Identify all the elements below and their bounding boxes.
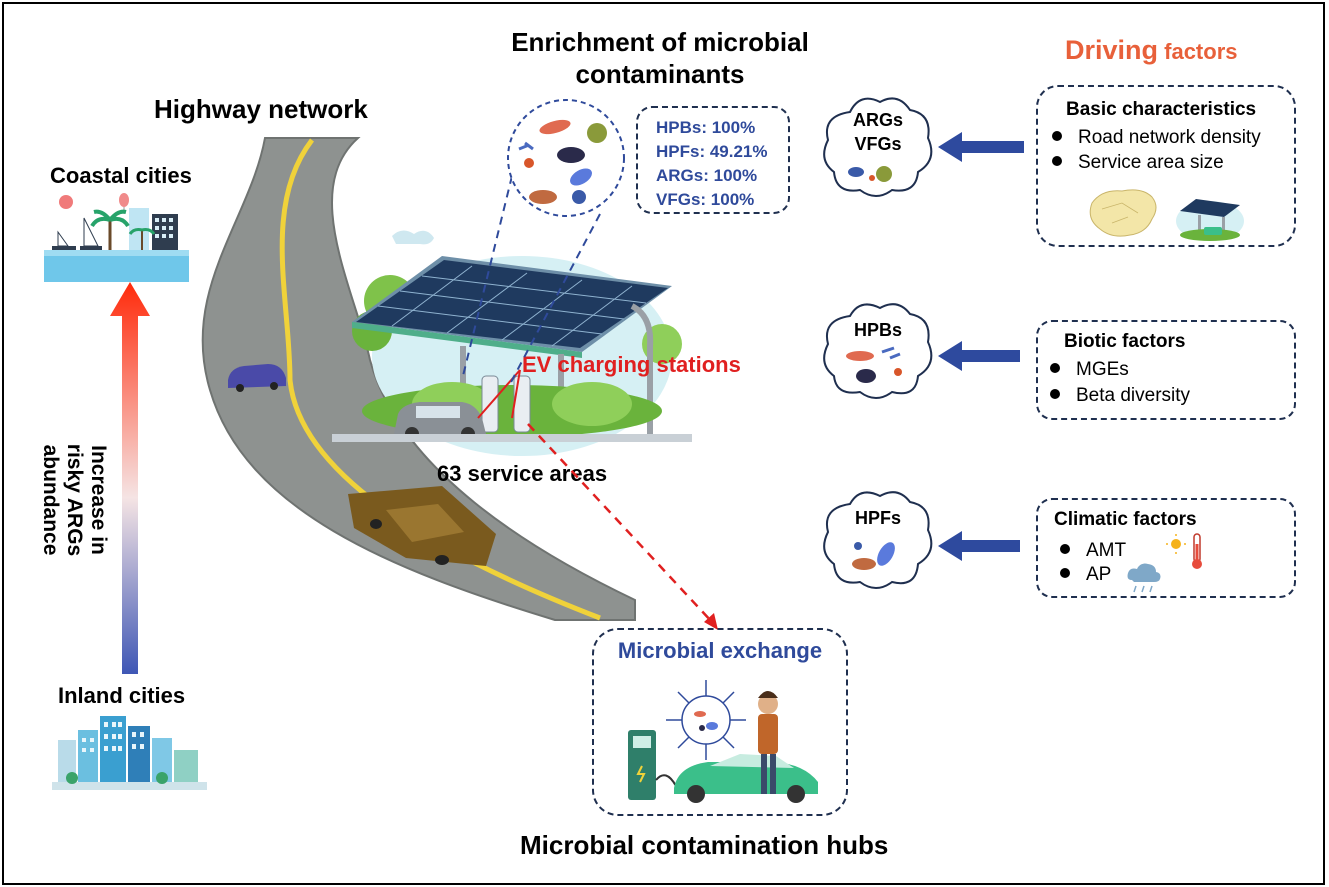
cloud-hpfs-icon	[823, 491, 933, 589]
bullet-icon	[1060, 543, 1070, 554]
enrichment-title: Enrichment of microbial contaminants	[480, 26, 840, 90]
stat-hpfs: HPFs: 49.21%	[656, 142, 768, 161]
coastal-cities-label: Coastal cities	[50, 163, 192, 188]
bullet-icon	[1052, 155, 1062, 166]
contamination-hubs-caption: Microbial contamination hubs	[520, 830, 889, 860]
driving-factors-title-main: Driving	[1065, 35, 1159, 65]
microbial-exchange-title: Microbial exchange	[617, 638, 823, 663]
climatic-item-2-text: AP	[1086, 564, 1112, 585]
enrichment-stats-box: HPBs: 100% HPFs: 49.21% ARGs: 100% VFGs:…	[636, 106, 790, 214]
cloud-args-vfgs-text: ARGs VFGs	[820, 108, 936, 156]
basic-item-2: Service area size	[1052, 152, 1224, 174]
climatic-factors-heading: Climatic factors	[1054, 509, 1197, 530]
biotic-factors-heading: Biotic factors	[1064, 331, 1186, 352]
cloud-vfgs-label: VFGs	[854, 134, 902, 154]
biotic-factors-box: Biotic factors MGEs Beta diversity	[1036, 320, 1296, 420]
stat-args: ARGs: 100%	[656, 166, 758, 185]
sun-thermometer-icon	[1166, 533, 1202, 569]
driving-factors-title-rest: factors	[1158, 39, 1238, 64]
bullet-icon	[1052, 130, 1062, 141]
biotic-item-2-text: Beta diversity	[1076, 385, 1191, 406]
highway-road	[201, 137, 636, 621]
basic-item-1: Road network density	[1052, 127, 1261, 149]
purple-car	[228, 364, 286, 392]
enrichment-title-line-1: Enrichment of microbial	[511, 27, 809, 57]
cloud-args-vfgs-icon	[823, 97, 933, 197]
inland-cities-label: Inland cities	[58, 683, 186, 708]
brown-car	[348, 486, 496, 566]
service-area-icon	[1176, 199, 1244, 241]
microbial-exchange-box: Microbial exchange	[592, 628, 848, 816]
highway-network-title: Highway network	[154, 94, 368, 124]
climatic-factors-box: Climatic factors AMT AP	[1036, 498, 1296, 598]
driving-factors-title: Driving factors	[1065, 35, 1238, 66]
increase-gradient-arrow	[110, 282, 150, 674]
charging-station-illustration	[332, 230, 692, 456]
microbe-circle-icon	[507, 99, 625, 217]
basic-item-1-text: Road network density	[1078, 127, 1261, 148]
cloud-hpfs-text: HPFs	[854, 508, 901, 528]
china-map-icon	[1089, 189, 1157, 237]
bullet-icon	[1050, 388, 1060, 399]
stat-hpbs: HPBs: 100%	[656, 118, 756, 137]
biotic-item-2: Beta diversity	[1050, 385, 1190, 407]
bullet-icon	[1060, 567, 1070, 578]
biotic-item-1: MGEs	[1050, 359, 1129, 381]
climatic-item-1-text: AMT	[1086, 540, 1127, 561]
biotic-item-1-text: MGEs	[1076, 359, 1129, 380]
service-areas-label: 63 service areas	[437, 461, 608, 486]
cloud-args-label: ARGs	[852, 110, 903, 130]
climatic-item-2: AP	[1060, 564, 1111, 586]
coastal-city-illustration	[44, 193, 189, 282]
bullet-icon	[1050, 362, 1060, 373]
stat-vfgs: VFGs: 100%	[656, 190, 755, 209]
climatic-item-1: AMT	[1060, 540, 1126, 562]
enrichment-title-line-2: contaminants	[575, 59, 745, 89]
basic-characteristics-box: Basic characteristics Road network densi…	[1036, 85, 1296, 247]
ev-person-illustration	[628, 680, 818, 803]
ev-charging-label: EV charging stations	[522, 352, 741, 377]
rain-cloud-icon	[1127, 563, 1161, 593]
basic-item-2-text: Service area size	[1078, 152, 1224, 173]
basic-characteristics-heading: Basic characteristics	[1066, 99, 1257, 120]
arrow-climatic-icon	[938, 531, 1020, 561]
arrow-basic-icon	[938, 132, 1024, 162]
cloud-hpbs-icon	[823, 303, 933, 399]
arrow-biotic-icon	[938, 341, 1020, 371]
inland-city-illustration	[52, 716, 207, 790]
cloud-hpbs-text: HPBs	[853, 320, 902, 340]
